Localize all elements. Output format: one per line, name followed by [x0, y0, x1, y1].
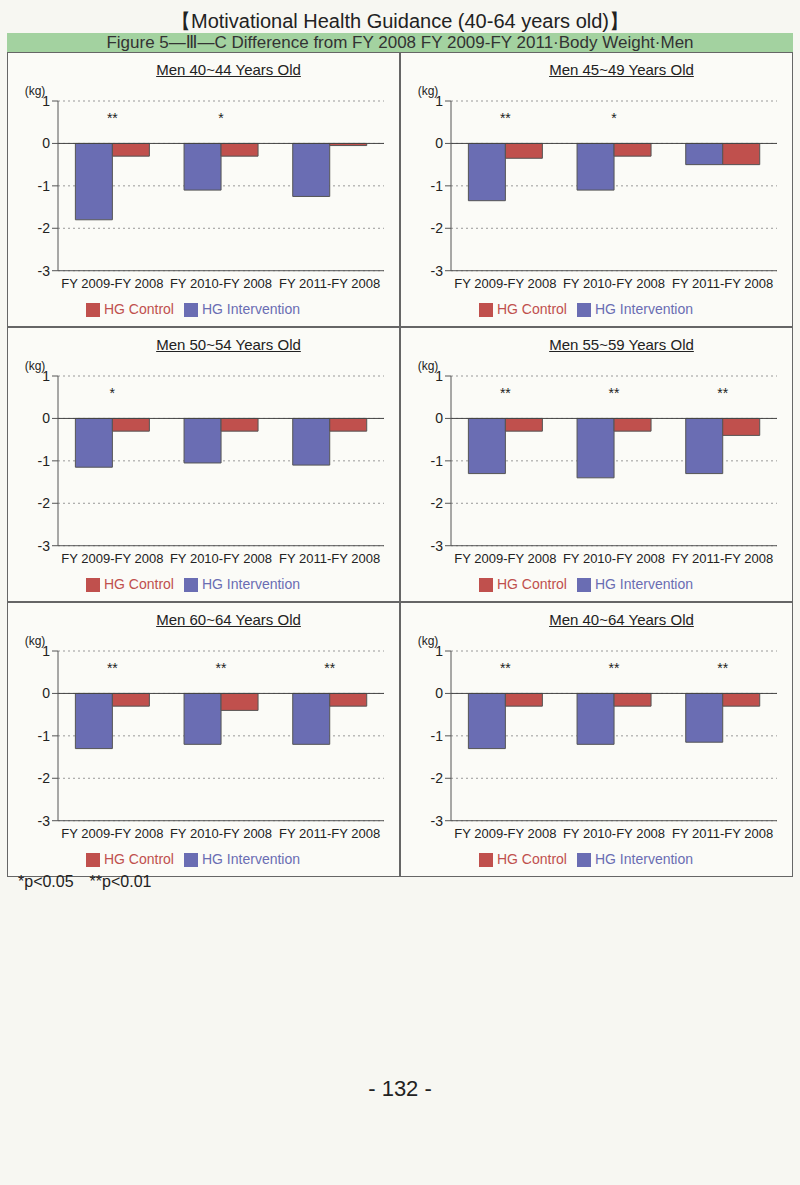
html-text:HG Control: HG Control — [497, 850, 567, 867]
svg-text:*: * — [110, 385, 116, 401]
svg-text:**: ** — [500, 110, 511, 126]
svg-text:*: * — [218, 110, 224, 126]
html-text:Figure 5—Ⅲ—C Difference from F: Figure 5—Ⅲ—C Difference from FY 2008 FY … — [106, 33, 694, 52]
svg-text:FY 2011-FY 2008: FY 2011-FY 2008 — [672, 276, 773, 291]
html-text:HG Control: HG Control — [104, 300, 174, 317]
svg-text:FY 2011-FY 2008: FY 2011-FY 2008 — [279, 551, 380, 566]
svg-text:-3: -3 — [431, 813, 444, 829]
svg-text:-1: -1 — [431, 178, 444, 194]
html-text:Men 60~64 Years Old: Men 60~64 Years Old — [156, 611, 301, 628]
html-text:HG Intervention: HG Intervention — [595, 575, 693, 592]
svg-text:FY 2011-FY 2008: FY 2011-FY 2008 — [672, 826, 773, 841]
html-text:- 132 -: - 132 - — [368, 1076, 432, 1101]
svg-text:1: 1 — [435, 368, 443, 384]
svg-text:-2: -2 — [38, 495, 51, 511]
html-text:HG Intervention: HG Intervention — [202, 850, 300, 867]
svg-text:**: ** — [609, 660, 620, 676]
svg-text:FY 2009-FY 2008: FY 2009-FY 2008 — [454, 826, 556, 841]
html-text:【Motivational Health Guidance: 【Motivational Health Guidance (40-64 yea… — [171, 10, 629, 32]
svg-text:**: ** — [216, 660, 227, 676]
svg-text:-1: -1 — [431, 453, 444, 469]
svg-text:-3: -3 — [38, 813, 51, 829]
svg-text:FY 2009-FY 2008: FY 2009-FY 2008 — [61, 551, 163, 566]
svg-text:**: ** — [500, 385, 511, 401]
svg-text:FY 2011-FY 2008: FY 2011-FY 2008 — [279, 276, 380, 291]
svg-text:FY 2009-FY 2008: FY 2009-FY 2008 — [61, 276, 163, 291]
svg-text:FY 2010-FY 2008: FY 2010-FY 2008 — [170, 276, 272, 291]
html-text:Men 55~59 Years Old: Men 55~59 Years Old — [549, 336, 694, 353]
svg-text:-3: -3 — [431, 538, 444, 554]
html-text:Men 45~49 Years Old: Men 45~49 Years Old — [549, 61, 694, 78]
svg-text:1: 1 — [42, 643, 50, 659]
html-text:Men 40~64 Years Old: Men 40~64 Years Old — [549, 611, 694, 628]
html-text:*p<0.05 **p<0.01: *p<0.05 **p<0.01 — [18, 873, 152, 890]
svg-text:(kg): (kg) — [418, 359, 439, 373]
html-text:HG Intervention: HG Intervention — [595, 850, 693, 867]
svg-text:-3: -3 — [38, 263, 51, 279]
svg-text:**: ** — [107, 660, 118, 676]
svg-text:-2: -2 — [38, 770, 51, 786]
svg-text:1: 1 — [42, 368, 50, 384]
html-text:Men 40~44 Years Old: Men 40~44 Years Old — [156, 61, 301, 78]
svg-text:-1: -1 — [431, 728, 444, 744]
svg-text:FY 2010-FY 2008: FY 2010-FY 2008 — [563, 551, 665, 566]
html-text:HG Intervention: HG Intervention — [202, 575, 300, 592]
svg-text:(kg): (kg) — [25, 359, 46, 373]
html-text:Men 50~54 Years Old: Men 50~54 Years Old — [156, 336, 301, 353]
svg-text:FY 2011-FY 2008: FY 2011-FY 2008 — [672, 551, 773, 566]
svg-text:(kg): (kg) — [25, 634, 46, 648]
html-text:HG Control: HG Control — [497, 300, 567, 317]
svg-text:FY 2010-FY 2008: FY 2010-FY 2008 — [170, 826, 272, 841]
svg-text:**: ** — [717, 660, 728, 676]
svg-text:FY 2010-FY 2008: FY 2010-FY 2008 — [563, 276, 665, 291]
svg-text:-1: -1 — [38, 453, 51, 469]
svg-text:0: 0 — [435, 410, 443, 426]
svg-text:-2: -2 — [431, 770, 444, 786]
svg-text:FY 2009-FY 2008: FY 2009-FY 2008 — [454, 551, 556, 566]
svg-text:1: 1 — [42, 93, 50, 109]
svg-text:FY 2009-FY 2008: FY 2009-FY 2008 — [61, 826, 163, 841]
svg-text:-2: -2 — [38, 220, 51, 236]
svg-text:-1: -1 — [38, 728, 51, 744]
svg-text:**: ** — [324, 660, 335, 676]
svg-text:*: * — [611, 110, 617, 126]
svg-text:-3: -3 — [38, 538, 51, 554]
svg-text:**: ** — [500, 660, 511, 676]
svg-text:(kg): (kg) — [25, 84, 46, 98]
svg-text:FY 2010-FY 2008: FY 2010-FY 2008 — [170, 551, 272, 566]
svg-text:0: 0 — [42, 410, 50, 426]
svg-text:FY 2009-FY 2008: FY 2009-FY 2008 — [454, 276, 556, 291]
svg-text:0: 0 — [42, 135, 50, 151]
svg-text:-1: -1 — [38, 178, 51, 194]
svg-text:(kg): (kg) — [418, 84, 439, 98]
svg-text:**: ** — [107, 110, 118, 126]
svg-text:0: 0 — [435, 135, 443, 151]
svg-text:-2: -2 — [431, 495, 444, 511]
svg-text:**: ** — [609, 385, 620, 401]
svg-text:-3: -3 — [431, 263, 444, 279]
svg-text:-2: -2 — [431, 220, 444, 236]
svg-text:FY 2010-FY 2008: FY 2010-FY 2008 — [563, 826, 665, 841]
html-text:HG Intervention: HG Intervention — [595, 300, 693, 317]
svg-text:1: 1 — [435, 643, 443, 659]
svg-text:0: 0 — [435, 685, 443, 701]
html-text:HG Control: HG Control — [497, 575, 567, 592]
svg-text:1: 1 — [435, 93, 443, 109]
html-text:HG Control: HG Control — [104, 850, 174, 867]
html-text:HG Intervention: HG Intervention — [202, 300, 300, 317]
svg-text:0: 0 — [42, 685, 50, 701]
svg-text:(kg): (kg) — [418, 634, 439, 648]
svg-text:**: ** — [717, 385, 728, 401]
html-text:HG Control: HG Control — [104, 575, 174, 592]
svg-text:FY 2011-FY 2008: FY 2011-FY 2008 — [279, 826, 380, 841]
